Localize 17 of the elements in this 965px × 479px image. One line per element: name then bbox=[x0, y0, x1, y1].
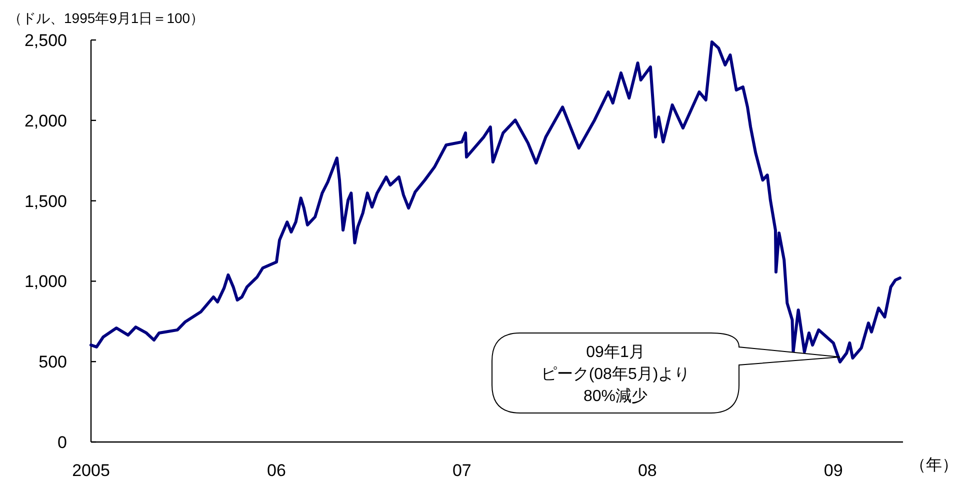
y-tick-label: 2,000 bbox=[24, 111, 67, 130]
y-tick-label: 1,000 bbox=[24, 272, 67, 292]
y-tick-label: 500 bbox=[38, 352, 67, 372]
x-tick-label: 09 bbox=[824, 461, 843, 479]
x-tick-label: 2005 bbox=[72, 461, 110, 479]
annotation: ピーク(08年5月)より bbox=[540, 366, 690, 383]
y-tick-label: 0 bbox=[58, 433, 67, 452]
annotation: 09年1月 bbox=[586, 344, 645, 361]
x-tick-label: 08 bbox=[638, 461, 657, 479]
line-series bbox=[90, 40, 902, 364]
y-axis-title: （ドル、1995年9月1日＝100） bbox=[8, 10, 204, 26]
x-axis-title: （年） bbox=[910, 457, 958, 474]
x-tick-label: 06 bbox=[267, 461, 286, 479]
x-tick-label: 07 bbox=[452, 461, 472, 479]
y-tick-label: 2,500 bbox=[24, 31, 67, 50]
y-tick-label: 1,500 bbox=[24, 192, 67, 211]
annotation: 80%減少 bbox=[583, 387, 648, 405]
